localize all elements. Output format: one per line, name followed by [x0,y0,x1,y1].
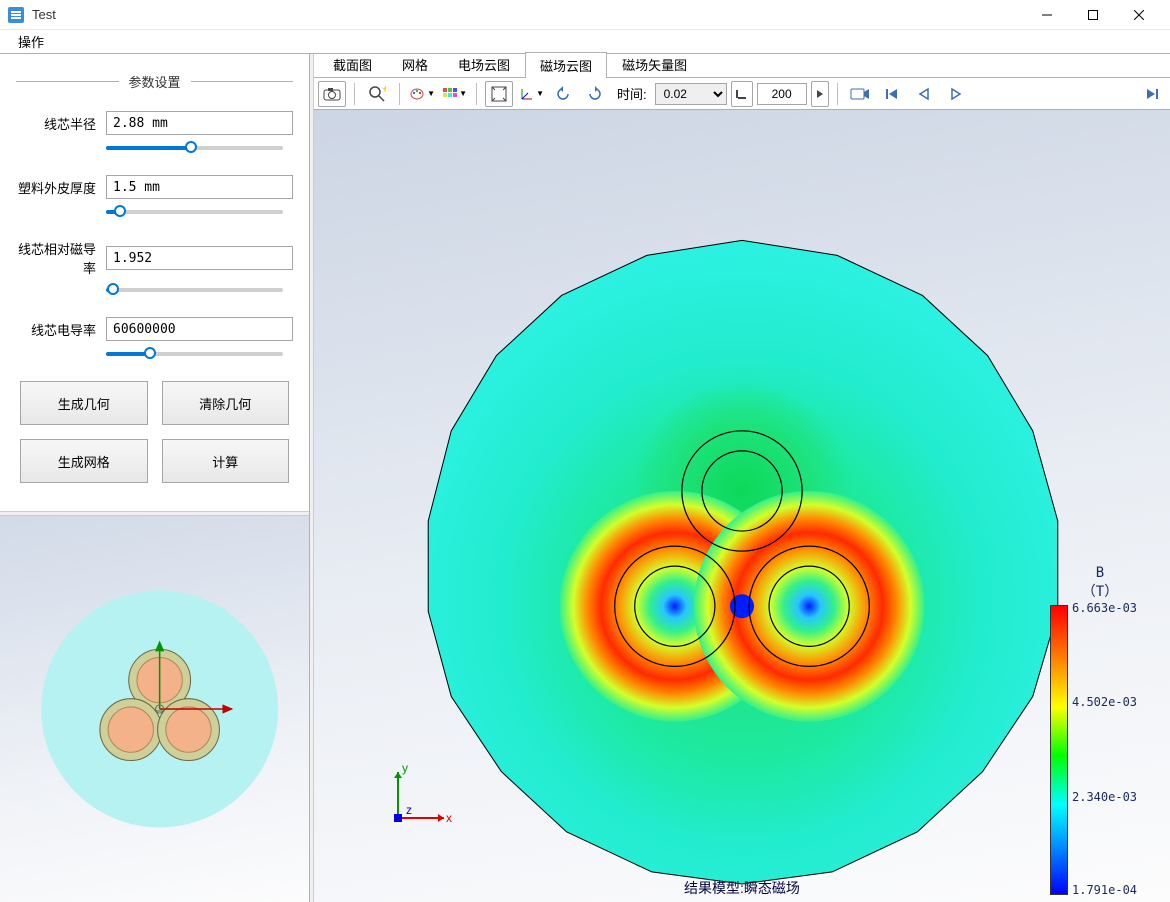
colorbar-gradient [1050,605,1068,895]
generate-mesh-button[interactable]: 生成网格 [20,439,148,483]
axis-triad-icon: x y z [384,762,454,832]
last-frame-button[interactable] [1138,81,1166,107]
geometry-preview[interactable] [0,516,309,902]
frame-input[interactable] [757,83,807,105]
colorbar-tick: 4.502e-03 [1072,695,1137,709]
menu-bar: 操作 [0,30,1170,54]
rel-mu-input[interactable] [106,246,293,270]
core-radius-input[interactable] [106,111,293,135]
param-rel-mu: 线芯相对磁导率 [16,239,293,277]
tab-mesh[interactable]: 网格 [387,51,443,77]
params-panel: 参数设置 线芯半径 塑料外皮厚度 线芯相对磁导率 线芯电导率 [0,54,309,511]
colorbar-tick: 6.663e-03 [1072,601,1137,615]
svg-text:x: x [446,811,452,825]
jacket-thickness-slider[interactable] [106,205,283,219]
zoom-button[interactable]: ⚡ [363,81,391,107]
window-minimize-button[interactable] [1024,0,1070,30]
compute-button[interactable]: 计算 [162,439,290,483]
play-button[interactable] [942,81,970,107]
conductivity-slider[interactable] [106,347,283,361]
generate-geometry-button[interactable]: 生成几何 [20,381,148,425]
colormap-button[interactable]: ▼ [440,81,468,107]
palette-brush-button[interactable]: ▼ [408,81,436,107]
param-conductivity: 线芯电导率 [16,317,293,341]
fit-view-button[interactable] [485,81,513,107]
clear-geometry-button[interactable]: 清除几何 [162,381,290,425]
menu-operate[interactable]: 操作 [8,30,54,53]
rotate-cw-button[interactable] [581,81,609,107]
app-logo-icon [8,7,24,23]
result-caption: 结果模型:瞬态磁场 [314,878,1170,898]
tab-section[interactable]: 截面图 [318,51,387,77]
core-radius-slider[interactable] [106,141,283,155]
param-core-radius: 线芯半径 [16,111,293,135]
rotate-ccw-button[interactable] [549,81,577,107]
axis-orient-button[interactable]: ▼ [517,81,545,107]
params-section-title: 参数设置 [16,72,293,91]
tab-bfield[interactable]: 磁场云图 [525,52,607,78]
preview-core-left [100,699,162,761]
time-label: 时间: [613,84,651,103]
conductivity-input[interactable] [106,317,293,341]
param-jacket-thickness: 塑料外皮厚度 [16,175,293,199]
window-title: Test [32,7,1024,22]
svg-text:z: z [406,803,412,817]
tab-efield[interactable]: 电场云图 [443,51,525,77]
window-maximize-button[interactable] [1070,0,1116,30]
svg-text:⚡: ⚡ [381,85,386,93]
view-toolbar: ⚡ ▼ ▼ ▼ 时间: 0.02 [314,78,1170,110]
frame-step-button[interactable] [811,81,829,107]
time-end-button[interactable] [731,81,753,107]
time-select[interactable]: 0.02 [655,83,727,105]
jacket-thickness-input[interactable] [106,175,293,199]
tab-bvector[interactable]: 磁场矢量图 [607,51,702,77]
colorbar: B（T） 6.663e-03 4.502e-03 2.340e-03 1.791… [1050,565,1150,895]
snapshot-button[interactable] [318,81,346,107]
colorbar-tick: 2.340e-03 [1072,790,1137,804]
field-viewport[interactable]: x y z B（T） 6.663e-03 4.502e-03 2.340e-03… [314,110,1170,902]
window-titlebar: Test [0,0,1170,30]
first-frame-button[interactable] [878,81,906,107]
record-button[interactable] [846,81,874,107]
preview-core-right [158,699,220,761]
rel-mu-slider[interactable] [106,283,283,297]
prev-frame-button[interactable] [910,81,938,107]
main-area: 截面图 网格 电场云图 磁场云图 磁场矢量图 ⚡ ▼ ▼ ▼ 时间: 0.02 [314,54,1170,902]
svg-text:y: y [402,762,408,775]
view-tabs: 截面图 网格 电场云图 磁场云图 磁场矢量图 [314,54,1170,78]
window-close-button[interactable] [1116,0,1162,30]
sidebar: 参数设置 线芯半径 塑料外皮厚度 线芯相对磁导率 线芯电导率 [0,54,310,902]
